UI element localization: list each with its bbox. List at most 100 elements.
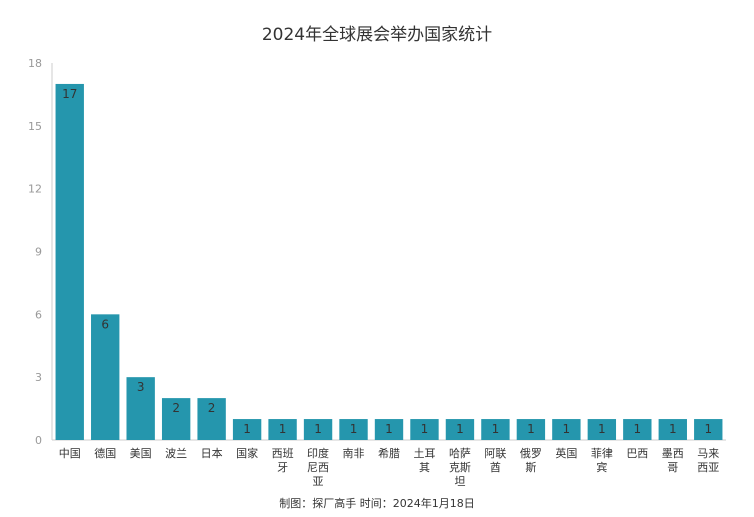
bar-value-label: 1 bbox=[314, 422, 322, 436]
bar-value-label: 1 bbox=[421, 422, 429, 436]
x-tick-label-line: 哈萨 bbox=[449, 447, 471, 460]
x-tick-label-line: 德国 bbox=[94, 446, 116, 460]
x-tick-label: 国家 bbox=[236, 446, 258, 460]
chart-title: 2024年全球展会举办国家统计 bbox=[262, 25, 492, 45]
x-tick-label-line: 坦 bbox=[454, 474, 465, 488]
x-tick-label: 哈萨克斯坦 bbox=[449, 447, 471, 488]
x-tick-label-line: 中国 bbox=[59, 447, 81, 460]
bar bbox=[268, 419, 297, 440]
x-tick-label-line: 宾 bbox=[596, 460, 607, 474]
bar-labels: 17 6 3 2 2 1 1 1 1 1 1 1 1 1 1 1 1 1 1 bbox=[62, 87, 712, 436]
bar-value-label: 2 bbox=[208, 401, 216, 415]
x-tick-label: 土耳其 bbox=[413, 447, 435, 474]
x-tick-label: 印度尼西亚 bbox=[307, 446, 329, 488]
y-tick-label: 15 bbox=[28, 120, 42, 133]
bar-value-label: 2 bbox=[172, 401, 180, 415]
x-tick-label-line: 日本 bbox=[201, 446, 223, 460]
x-tick-label-line: 克斯 bbox=[449, 461, 471, 474]
x-tick-label-line: 南非 bbox=[343, 447, 365, 460]
x-tick-label: 美国 bbox=[130, 447, 152, 460]
x-tick-label: 巴西 bbox=[626, 447, 648, 460]
bar bbox=[232, 419, 262, 440]
x-tick-label-line: 墨西 bbox=[662, 447, 684, 460]
x-tick-label-line: 阿联 bbox=[484, 447, 506, 460]
x-tick-label: 马来西亚 bbox=[697, 447, 719, 474]
x-tick-label-line: 巴西 bbox=[626, 447, 648, 460]
x-tick-label: 西班牙 bbox=[272, 447, 294, 474]
bar bbox=[694, 419, 723, 440]
bar-value-label: 1 bbox=[704, 422, 712, 436]
bar bbox=[516, 419, 546, 440]
x-tick-label-line: 哥 bbox=[667, 461, 678, 474]
bar-value-label: 1 bbox=[385, 422, 393, 436]
bar-value-label: 1 bbox=[492, 422, 500, 436]
bar bbox=[552, 419, 581, 440]
y-tick-label: 12 bbox=[28, 183, 42, 196]
bar-value-label: 1 bbox=[563, 422, 571, 436]
bar bbox=[623, 419, 652, 440]
bar bbox=[374, 419, 404, 440]
x-tick-label-line: 马来 bbox=[697, 447, 719, 460]
bar bbox=[587, 419, 617, 440]
x-tick-label-line: 土耳 bbox=[413, 447, 435, 460]
bar bbox=[481, 419, 510, 440]
x-tick-label-line: 波兰 bbox=[165, 447, 187, 460]
x-tick-label: 阿联酋 bbox=[484, 447, 506, 474]
bar bbox=[339, 419, 368, 440]
y-tick-label: 6 bbox=[35, 308, 42, 321]
x-tick-label-line: 俄罗 bbox=[520, 447, 542, 460]
bar-value-label: 1 bbox=[527, 422, 535, 436]
bars bbox=[55, 83, 723, 440]
x-tick-label: 德国 bbox=[94, 446, 116, 460]
x-tick-label: 俄罗斯 bbox=[520, 447, 542, 474]
x-tick-label-line: 牙 bbox=[277, 461, 288, 474]
bar-value-label: 1 bbox=[633, 422, 641, 436]
x-tick-label: 中国 bbox=[59, 447, 81, 460]
x-tick-label: 南非 bbox=[343, 447, 365, 460]
x-tick-label-line: 希腊 bbox=[378, 446, 400, 460]
y-axis: 0 3 6 9 12 15 18 bbox=[28, 57, 53, 447]
x-tick-label-line: 亚 bbox=[313, 475, 324, 488]
bar-value-label: 3 bbox=[137, 380, 145, 394]
x-tick-label-line: 其 bbox=[419, 461, 430, 474]
bar-value-label: 1 bbox=[279, 422, 287, 436]
bar bbox=[445, 419, 475, 440]
x-tick-label: 菲律宾 bbox=[591, 447, 613, 474]
bar bbox=[91, 314, 120, 440]
y-tick-label: 9 bbox=[35, 246, 42, 259]
bar-value-label: 1 bbox=[350, 422, 358, 436]
bar bbox=[161, 398, 191, 440]
x-tick-label-line: 菲律 bbox=[591, 447, 613, 460]
bar-value-label: 1 bbox=[243, 422, 251, 436]
x-tick-label: 墨西哥 bbox=[662, 447, 684, 474]
x-tick-label-line: 酋 bbox=[490, 460, 501, 474]
bar-value-label: 1 bbox=[456, 422, 464, 436]
bar-value-label: 1 bbox=[598, 422, 606, 436]
y-tick-label: 18 bbox=[28, 57, 42, 70]
bar bbox=[197, 398, 226, 440]
bar bbox=[410, 419, 439, 440]
y-tick-label: 0 bbox=[35, 434, 42, 447]
bar-value-label: 1 bbox=[669, 422, 677, 436]
x-tick-label-line: 美国 bbox=[130, 447, 152, 460]
chart-footer: 制图：探厂高手 时间：2024年1月18日 bbox=[279, 496, 475, 510]
x-tick-label: 希腊 bbox=[378, 446, 400, 460]
bar bbox=[126, 377, 155, 440]
x-tick-label-line: 斯 bbox=[525, 461, 536, 474]
x-tick-label-line: 西亚 bbox=[697, 461, 719, 474]
bar bbox=[658, 419, 687, 440]
x-tick-label: 英国 bbox=[555, 446, 577, 460]
bar bbox=[55, 83, 84, 440]
bar-value-label: 17 bbox=[62, 87, 77, 101]
x-tick-label-line: 印度 bbox=[307, 446, 329, 460]
x-tick-label-line: 英国 bbox=[555, 446, 577, 460]
x-tick-label-line: 国家 bbox=[236, 446, 258, 460]
x-tick-label-line: 尼西 bbox=[307, 461, 329, 474]
bar-value-label: 6 bbox=[101, 317, 109, 331]
y-tick-label: 3 bbox=[35, 371, 42, 384]
x-tick-label: 日本 bbox=[201, 446, 223, 460]
x-tick-label-line: 西班 bbox=[272, 447, 294, 460]
x-tick-label: 波兰 bbox=[165, 447, 187, 460]
